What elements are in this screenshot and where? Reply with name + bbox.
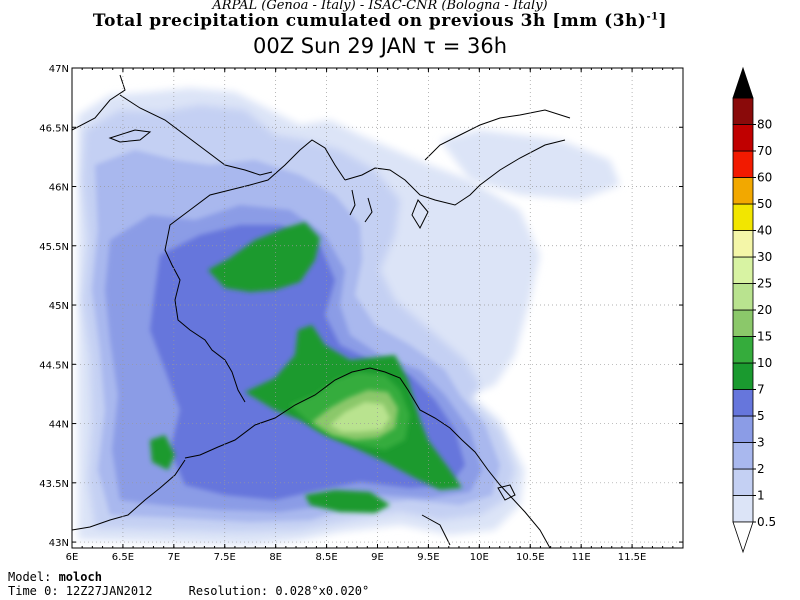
lon-tick-label: 8E (269, 552, 282, 563)
colorbar-swatch (732, 177, 754, 205)
header-title-superscript: -1 (646, 11, 659, 23)
colorbar-label: 3 (757, 436, 765, 450)
colorbar-label: 50 (757, 197, 772, 211)
colorbar-label: 60 (757, 171, 772, 185)
colorbar-swatch (732, 203, 754, 231)
colorbar-label: 30 (757, 250, 772, 264)
colorbar: 0.5 1 2 3 5 7 10 15 20 25 30 40 50 60 70 80 (732, 66, 776, 554)
colorbar-swatch (732, 495, 754, 523)
lon-tick-label: 6.5E (112, 552, 134, 563)
lon-tick-label: 9E (371, 552, 384, 563)
colorbar-label: 20 (757, 303, 772, 317)
coastline-italy (184, 367, 551, 548)
colorbar-label: 7 (757, 383, 765, 397)
lat-labels: 47N 46.5N 46N 45.5N 45N 44.5N 44N 43.5N 43N (39, 64, 69, 549)
lat-tick-label: 43N (49, 538, 69, 549)
lon-tick-label: 9.5E (417, 552, 439, 563)
footer-model-label: Model: (8, 570, 59, 584)
lat-tick-label: 46N (49, 183, 69, 194)
colorbar-label: 1 (757, 489, 765, 503)
footer-resolution: Resolution: 0.028°x0.020° (188, 584, 370, 598)
colorbar-label: 15 (757, 330, 772, 344)
footer-time-res: Time 0: 12Z27JAN2012 Resolution: 0.028°x… (8, 584, 369, 598)
colorbar-over-triangle (732, 66, 754, 99)
colorbar-label: 2 (757, 462, 765, 476)
lat-tick-label: 46.5N (39, 123, 69, 134)
header-institutions: ARPAL (Genoa - Italy) - ISAC-CNR (Bologn… (212, 0, 548, 13)
colorbar-swatch (732, 283, 754, 311)
colorbar-label: 5 (757, 409, 765, 423)
colorbar-label: 40 (757, 224, 772, 238)
precip-level-7-west (150, 435, 175, 470)
axis-ticks (71, 67, 684, 548)
lat-tick-label: 45N (49, 301, 69, 312)
island-elba (497, 484, 516, 501)
lon-tick-label: 11.5E (618, 552, 647, 563)
precip-level-7-north (208, 222, 320, 292)
colorbar-swatch (732, 415, 754, 443)
lat-tick-label: 44.5N (39, 360, 69, 371)
lat-tick-label: 44N (49, 420, 69, 431)
colorbar-label: 10 (757, 356, 772, 370)
header-title-end: ] (658, 11, 668, 31)
colorbar-swatch (732, 124, 754, 152)
lon-tick-label: 8.5E (315, 552, 337, 563)
lon-tick-label: 7E (167, 552, 180, 563)
lon-tick-label: 6E (66, 552, 79, 563)
colorbar-swatch (732, 336, 754, 364)
corsica-tip (421, 514, 451, 546)
colorbar-label: 25 (757, 277, 772, 291)
footer-model-value: moloch (58, 570, 102, 584)
colorbar-swatch (732, 442, 754, 470)
lake-maggiore (349, 189, 373, 223)
colorbar-swatch (732, 389, 754, 417)
lon-tick-label: 10.5E (516, 552, 545, 563)
colorbar-swatch (732, 97, 754, 125)
lon-tick-label: 11E (572, 552, 591, 563)
colorbar-label: 70 (757, 144, 772, 158)
coastline-france (72, 459, 186, 531)
lat-tick-label: 47N (49, 64, 69, 75)
colorbar-label: 80 (757, 118, 772, 132)
colorbar-label: 0.5 (757, 515, 776, 529)
footer-model: Model: moloch (8, 570, 102, 584)
lon-labels: 6E 6.5E 7E 7.5E 8E 8.5E 9E 9.5E 10E 10.5E 11E 11.5E (66, 552, 647, 563)
coastlines-borders (72, 74, 571, 548)
lon-tick-label: 7.5E (214, 552, 236, 563)
header-title: Total precipitation cumulated on previou… (0, 11, 760, 31)
precip-level-7-south (305, 490, 390, 513)
lon-tick-label: 10E (470, 552, 489, 563)
lake-garda (411, 199, 429, 230)
colorbar-swatch (732, 256, 754, 284)
colorbar-swatch (732, 362, 754, 390)
border-france-italy (164, 139, 346, 403)
lat-tick-label: 45.5N (39, 242, 69, 253)
colorbar-under-triangle (732, 521, 754, 554)
header-valid-time: 00Z Sun 29 JAN τ = 36h (253, 34, 507, 58)
header-title-text: Total precipitation cumulated on previou… (92, 11, 647, 31)
colorbar-swatch (732, 150, 754, 178)
footer-time: Time 0: 12Z27JAN2012 (8, 584, 153, 598)
lake-geneva (108, 129, 152, 143)
border-switzerland (72, 74, 273, 176)
colorbar-swatch (732, 230, 754, 258)
lat-tick-label: 43.5N (39, 479, 69, 490)
colorbar-swatch (732, 309, 754, 337)
colorbar-swatch (732, 468, 754, 496)
precip-level-20 (330, 402, 390, 432)
precipitation-field (78, 88, 620, 545)
